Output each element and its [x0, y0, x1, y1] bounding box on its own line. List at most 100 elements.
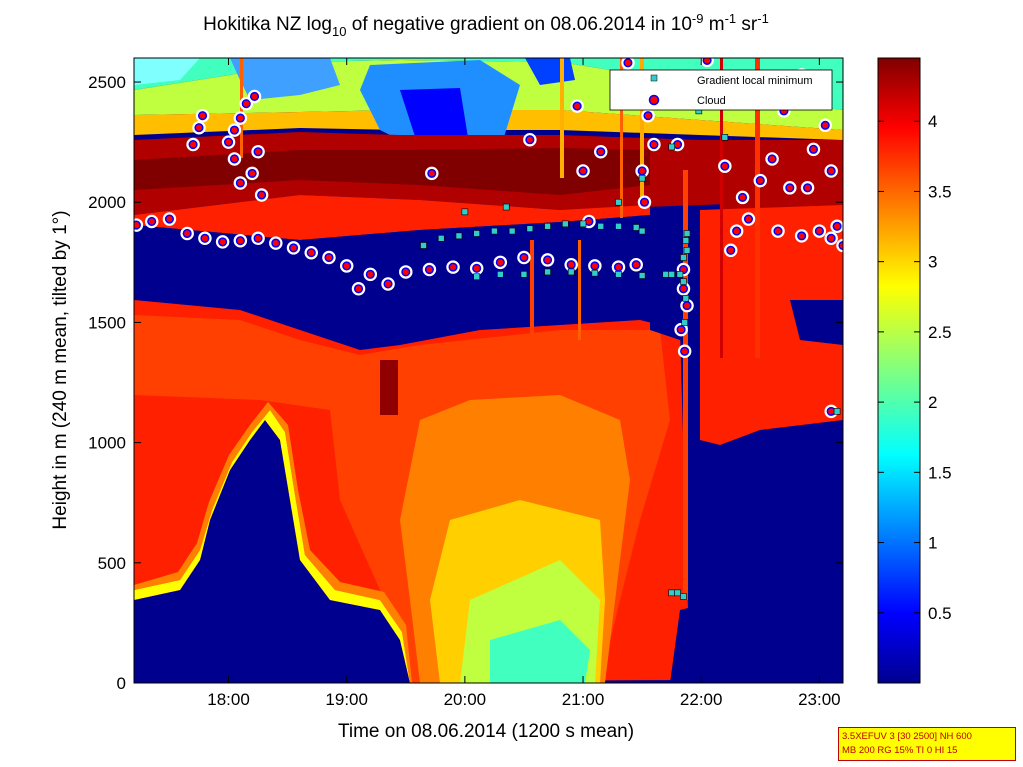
- gradient-min-point: [437, 234, 445, 242]
- cloud-point: [257, 190, 267, 200]
- colorbar-tick-label: 3.5: [928, 182, 952, 201]
- legend-marker-cloud: [648, 94, 660, 106]
- gradient-min-point: [420, 242, 427, 249]
- cloud-point: [678, 284, 689, 294]
- cloud-point: [838, 240, 843, 251]
- x-tick-label: 21:00: [562, 690, 605, 709]
- gradient-min-point: [567, 268, 575, 276]
- gradient-min-point: [638, 174, 646, 182]
- cloud-point: [288, 243, 299, 253]
- legend: Gradient local minimum Cloud: [609, 69, 833, 111]
- cloud-point: [676, 325, 686, 335]
- cloud-point: [808, 144, 819, 154]
- cloud-point: [732, 226, 742, 236]
- cloud-point: [200, 233, 210, 243]
- cloud-point: [738, 192, 748, 202]
- cloud-point: [223, 137, 234, 147]
- gradient-min-point: [544, 268, 551, 276]
- gradient-min-point: [597, 222, 605, 230]
- cloud-point: [306, 248, 316, 258]
- gradient-min-point: [455, 232, 463, 240]
- gradient-min-point: [683, 247, 691, 254]
- cloud-point: [427, 168, 437, 178]
- cloud-point: [253, 233, 263, 243]
- cloud-point: [803, 183, 813, 193]
- cloud-point: [235, 178, 245, 188]
- cloud-point: [218, 237, 228, 247]
- gradient-min-point: [662, 271, 670, 278]
- legend-marker-gradient-min: [650, 74, 658, 82]
- info-line-2: MB 200 RG 15% TI 0 HI 15: [842, 745, 958, 756]
- cloud-point: [773, 226, 783, 236]
- gradient-min-point: [676, 271, 684, 278]
- cloud-point: [682, 301, 692, 311]
- cloud-point: [643, 111, 653, 121]
- gradient-min-point: [683, 230, 691, 237]
- cloud-point: [631, 260, 641, 270]
- cloud-point: [566, 260, 576, 270]
- y-axis-label: Height in m (240 m mean, tilted by 1°): [50, 210, 71, 529]
- cloud-point: [229, 125, 239, 135]
- cloud-point: [324, 252, 334, 263]
- gradient-min-point: [680, 278, 687, 285]
- cloud-point: [797, 231, 807, 241]
- cloud-point: [726, 245, 736, 255]
- gradient-min-point: [680, 254, 687, 261]
- gradient-min-point: [638, 272, 646, 279]
- cloud-point: [785, 183, 795, 193]
- cloud-point: [680, 346, 690, 356]
- gradient-min-point: [721, 134, 729, 141]
- cloud-point: [639, 197, 650, 207]
- cloud-point: [247, 168, 257, 178]
- y-tick-label: 1000: [88, 434, 126, 453]
- gradient-min-point: [508, 227, 516, 235]
- legend-label-cloud: Cloud: [697, 95, 726, 107]
- cloud-point: [229, 154, 239, 164]
- cloud-point: [401, 267, 411, 277]
- cloud-point: [826, 233, 836, 243]
- gradient-min-point: [497, 271, 504, 278]
- gradient-min-point: [473, 273, 480, 281]
- gradient-min-point: [562, 220, 569, 228]
- gradient-min-point: [520, 271, 528, 278]
- gradient-min-point: [682, 295, 690, 302]
- colorbar-tick-label: 4: [928, 112, 937, 131]
- cloud-point: [755, 176, 765, 186]
- cloud-point: [826, 166, 836, 176]
- cloud-point: [572, 101, 582, 111]
- cloud-point: [164, 214, 174, 224]
- cloud-point: [383, 279, 393, 289]
- cloud-point: [596, 147, 606, 157]
- cloud-point: [134, 220, 141, 230]
- cloud-point: [590, 261, 600, 271]
- colorbar-tick-label: 3: [928, 253, 937, 272]
- colorbar-tick-label: 0.5: [928, 604, 952, 623]
- cloud-point: [495, 257, 505, 267]
- cloud-point: [197, 111, 208, 121]
- x-axis-label: Time on 08.06.2014 (1200 s mean): [338, 721, 634, 742]
- x-tick-label: 22:00: [680, 690, 723, 709]
- gradient-min-point: [526, 225, 534, 232]
- cloud-point: [743, 214, 754, 224]
- gradient-min-point: [632, 224, 640, 231]
- cloud-point: [519, 252, 529, 263]
- cloud-point: [249, 91, 260, 102]
- gradient-min-point: [461, 208, 469, 216]
- gradient-min-point: [473, 230, 480, 237]
- plot-frame: [133, 57, 844, 684]
- gradient-min-point: [591, 269, 599, 277]
- y-tick-label: 2000: [88, 193, 126, 212]
- legend-label-gradient-min: Gradient local minimum: [697, 75, 813, 87]
- x-tick-label: 20:00: [444, 690, 487, 709]
- cloud-point: [235, 113, 245, 123]
- y-tick-label: 2500: [88, 73, 126, 92]
- heatmap-area: [134, 58, 843, 683]
- gradient-min-point: [615, 198, 622, 206]
- cloud-point: [182, 228, 192, 239]
- cloud-point: [241, 99, 251, 109]
- gradient-min-point: [668, 271, 675, 278]
- x-tick-label: 19:00: [325, 690, 368, 709]
- gradient-min-point: [579, 220, 587, 228]
- gradient-min-point: [491, 227, 498, 235]
- y-tick-label: 1500: [88, 313, 126, 332]
